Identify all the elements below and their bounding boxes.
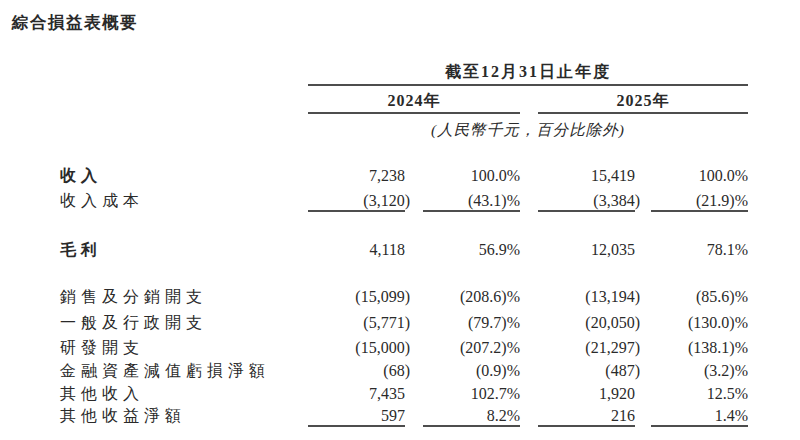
value-cell: 102.7%	[420, 384, 520, 404]
value-cell: (3,384)	[540, 191, 640, 211]
table-row: 金融資產減值虧損淨額(68) (0.9)% (487) (3.2)%	[0, 361, 800, 381]
value-cell: (138.1)%	[648, 338, 748, 358]
value-cell: (130.0)%	[648, 313, 748, 333]
table-row: 收入成本(3,120) (43.1)% (3,384) (21.9)%	[0, 191, 800, 211]
subtotal-rule	[538, 210, 635, 212]
value-cell: 12,035	[535, 240, 635, 260]
value-cell: 56.9%	[420, 240, 520, 260]
row-label: 其他收益淨額	[60, 406, 308, 426]
row-label: 收入	[60, 166, 308, 186]
value-cell: (15,099)	[310, 287, 410, 307]
value-cell: (208.6)%	[420, 287, 520, 307]
table-row: 銷售及分銷開支(15,099) (208.6)% (13,194) (85.6)%	[0, 287, 800, 307]
value-cell: (13,194)	[540, 287, 640, 307]
value-cell: (5,771)	[310, 313, 410, 333]
row-label: 毛利	[60, 240, 308, 260]
value-cell: 597	[305, 406, 405, 426]
value-cell: 78.1%	[648, 240, 748, 260]
value-cell: 1.4%	[648, 406, 748, 426]
value-cell: 12.5%	[648, 384, 748, 404]
year-header-2025: 2025年	[538, 91, 748, 112]
table-row: 毛利4,118 56.9% 12,035 78.1%	[0, 240, 800, 260]
table-row: 收入7,238 100.0% 15,419 100.0%	[0, 166, 800, 186]
value-cell: 100.0%	[420, 166, 520, 186]
row-label: 一般及行政開支	[60, 313, 308, 333]
header-rule-2024	[308, 112, 520, 114]
bottom-rule	[423, 425, 520, 427]
subtotal-rule	[651, 210, 748, 212]
value-cell: (68)	[310, 361, 410, 381]
value-cell: 4,118	[305, 240, 405, 260]
value-cell: 15,419	[535, 166, 635, 186]
table-row: 其他收入7,435 102.7% 1,920 12.5%	[0, 384, 800, 404]
row-label: 研發開支	[60, 338, 308, 358]
value-cell: 7,238	[305, 166, 405, 186]
value-cell: (43.1)%	[420, 191, 520, 211]
value-cell: (85.6)%	[648, 287, 748, 307]
row-label: 銷售及分銷開支	[60, 287, 308, 307]
value-cell: (0.9)%	[420, 361, 520, 381]
subtotal-rule	[423, 210, 520, 212]
unit-note: (人民幣千元，百分比除外)	[308, 120, 748, 141]
value-cell: (15,000)	[310, 338, 410, 358]
bottom-rule	[538, 425, 635, 427]
bottom-rule	[651, 425, 748, 427]
page-title: 綜合損益表概要	[12, 12, 138, 34]
value-cell: (79.7)%	[420, 313, 520, 333]
income-statement-summary-page: 綜合損益表概要 截至12月31日止年度 2024年 2025年 (人民幣千元，百…	[0, 0, 800, 440]
value-cell: (20,050)	[540, 313, 640, 333]
table-row: 其他收益淨額597 8.2% 216 1.4%	[0, 406, 800, 426]
row-label: 收入成本	[60, 191, 308, 211]
row-label: 金融資產減值虧損淨額	[60, 361, 308, 381]
year-header-2024: 2024年	[308, 91, 520, 112]
value-cell: 1,920	[535, 384, 635, 404]
value-cell: 100.0%	[648, 166, 748, 186]
period-header: 截至12月31日止年度	[308, 62, 748, 83]
subtotal-rule	[308, 210, 405, 212]
value-cell: (21,297)	[540, 338, 640, 358]
value-cell: 7,435	[305, 384, 405, 404]
value-cell: (21.9)%	[648, 191, 748, 211]
value-cell: 216	[535, 406, 635, 426]
header-rule-2025	[538, 112, 748, 114]
header-rule-top	[308, 84, 748, 86]
table-row: 一般及行政開支(5,771) (79.7)% (20,050) (130.0)%	[0, 313, 800, 333]
value-cell: 8.2%	[420, 406, 520, 426]
value-cell: (3.2)%	[648, 361, 748, 381]
row-label: 其他收入	[60, 384, 308, 404]
bottom-rule	[308, 425, 405, 427]
value-cell: (487)	[540, 361, 640, 381]
value-cell: (207.2)%	[420, 338, 520, 358]
value-cell: (3,120)	[310, 191, 410, 211]
table-row: 研發開支(15,000) (207.2)% (21,297) (138.1)%	[0, 338, 800, 358]
